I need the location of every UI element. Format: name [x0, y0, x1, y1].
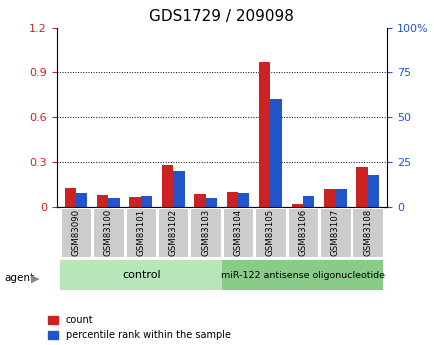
FancyBboxPatch shape — [352, 207, 382, 257]
Text: ▶: ▶ — [31, 274, 40, 283]
Bar — [259, 62, 270, 207]
Text: GSM83104: GSM83104 — [233, 208, 242, 256]
Text: GSM83101: GSM83101 — [136, 208, 145, 256]
FancyBboxPatch shape — [287, 207, 317, 257]
Bar — [65, 188, 76, 207]
Text: GSM83100: GSM83100 — [104, 208, 113, 256]
FancyBboxPatch shape — [158, 207, 188, 257]
Bar — [226, 192, 237, 207]
FancyBboxPatch shape — [60, 260, 222, 290]
Text: GSM83108: GSM83108 — [362, 208, 372, 256]
Title: GDS1729 / 209098: GDS1729 / 209098 — [149, 9, 294, 24]
Text: miR-122 antisense oligonucleotide: miR-122 antisense oligonucleotide — [220, 270, 384, 280]
Bar — [161, 165, 173, 207]
Bar — [270, 99, 281, 207]
FancyBboxPatch shape — [61, 207, 91, 257]
Legend: count, percentile rank within the sample: count, percentile rank within the sample — [48, 315, 230, 340]
Text: GSM83090: GSM83090 — [71, 208, 80, 256]
Bar — [302, 196, 313, 207]
FancyBboxPatch shape — [222, 207, 253, 257]
FancyBboxPatch shape — [319, 207, 350, 257]
Bar — [173, 171, 184, 207]
Bar — [323, 189, 335, 207]
Text: GSM83106: GSM83106 — [298, 208, 307, 256]
Bar — [129, 197, 141, 207]
Bar — [291, 204, 302, 207]
Bar — [367, 175, 378, 207]
FancyBboxPatch shape — [125, 207, 156, 257]
Bar — [335, 189, 346, 207]
Bar — [355, 167, 367, 207]
FancyBboxPatch shape — [255, 207, 285, 257]
FancyBboxPatch shape — [222, 260, 382, 290]
Text: GSM83107: GSM83107 — [330, 208, 339, 256]
Text: GSM83103: GSM83103 — [201, 208, 210, 256]
Bar — [76, 193, 87, 207]
Text: GSM83105: GSM83105 — [265, 208, 274, 256]
Bar — [194, 194, 205, 207]
FancyBboxPatch shape — [93, 207, 123, 257]
Bar — [237, 193, 249, 207]
Text: GSM83102: GSM83102 — [168, 208, 178, 256]
Bar — [108, 198, 119, 207]
Text: agent: agent — [4, 273, 34, 283]
Bar — [205, 198, 217, 207]
FancyBboxPatch shape — [190, 207, 220, 257]
Bar — [141, 196, 152, 207]
Bar — [97, 195, 108, 207]
Text: control: control — [122, 270, 161, 280]
